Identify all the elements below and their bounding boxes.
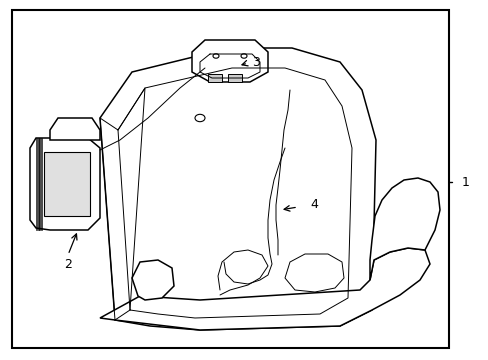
Text: 4: 4	[309, 198, 317, 211]
Polygon shape	[132, 260, 174, 300]
Polygon shape	[285, 254, 343, 292]
Text: 3: 3	[251, 55, 259, 68]
Bar	[207, 74, 222, 82]
Polygon shape	[100, 248, 429, 330]
Bar	[227, 74, 242, 82]
Polygon shape	[50, 118, 100, 140]
Polygon shape	[192, 40, 267, 82]
Polygon shape	[369, 178, 439, 280]
Polygon shape	[100, 48, 375, 330]
Polygon shape	[30, 138, 100, 230]
Text: 1: 1	[461, 175, 469, 189]
Polygon shape	[44, 152, 90, 216]
Bar	[12, 10, 448, 348]
Text: 2: 2	[64, 258, 72, 271]
